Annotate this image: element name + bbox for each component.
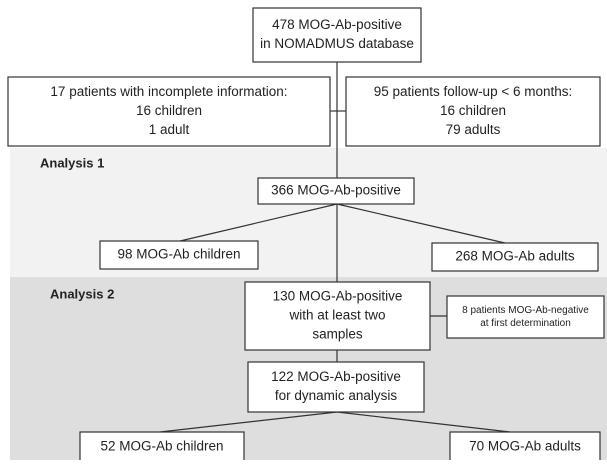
- node-text: 122 MOG-Ab-positive: [271, 369, 401, 384]
- node-box: [252, 7, 422, 63]
- node-text: 16 children: [136, 103, 202, 118]
- node-text: in NOMADMUS database: [260, 36, 414, 51]
- node-box: [79, 431, 245, 463]
- node-text: 130 MOG-Ab-positive: [273, 289, 403, 304]
- node-text: 79 adults: [446, 122, 501, 137]
- node-box: [247, 361, 425, 413]
- section-title: Analysis 2: [50, 286, 114, 301]
- node-box: [99, 240, 259, 270]
- node-box: [257, 177, 415, 205]
- node-text: 98 MOG-Ab children: [117, 247, 240, 262]
- node-text: 95 patients follow-up < 6 months:: [374, 84, 573, 99]
- node-text: 366 MOG-Ab-positive: [271, 183, 401, 198]
- node-text: 17 patients with incomplete information:: [50, 84, 287, 99]
- connectors: [159, 62, 511, 433]
- node-text: with at least two: [288, 308, 385, 323]
- node-text: for dynamic analysis: [275, 388, 398, 403]
- node-text: 8 patients MOG-Ab-negative: [462, 305, 589, 316]
- node-box: [7, 76, 331, 147]
- node-text: 1 adult: [149, 122, 190, 137]
- node-text: 52 MOG-Ab children: [100, 439, 223, 454]
- node-text: 70 MOG-Ab adults: [469, 439, 581, 454]
- node-text: 16 children: [440, 103, 506, 118]
- node-box: [446, 295, 605, 339]
- node-box: [244, 281, 431, 351]
- node-text: at first determination: [480, 318, 571, 329]
- node-text: 478 MOG-Ab-positive: [272, 17, 402, 32]
- node-box: [449, 431, 601, 463]
- node-box: [345, 76, 601, 147]
- node-text: samples: [312, 327, 363, 342]
- section-title: Analysis 1: [40, 155, 104, 170]
- node-text: 268 MOG-Ab adults: [455, 249, 575, 264]
- node-box: [431, 242, 599, 272]
